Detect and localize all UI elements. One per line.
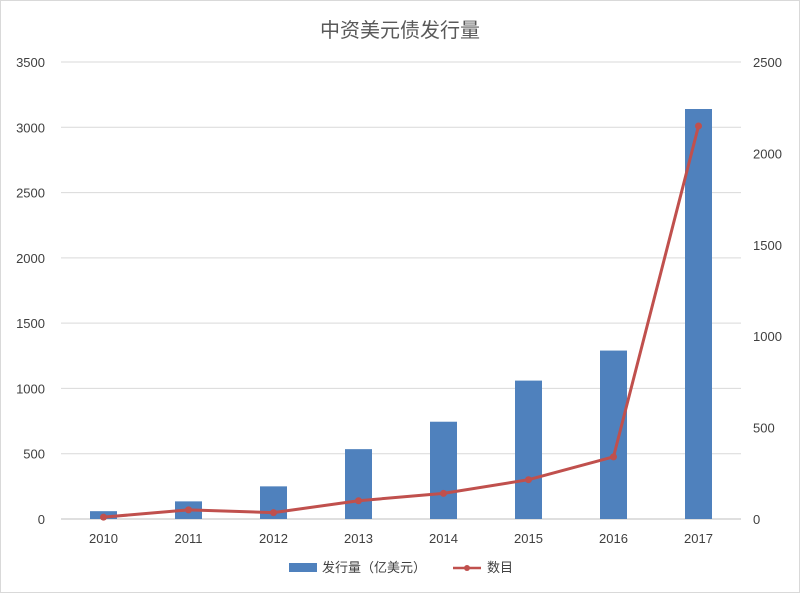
- bar: [600, 350, 627, 519]
- line-point: [355, 497, 362, 505]
- bar: [430, 421, 457, 519]
- gridlines: [61, 61, 741, 520]
- left-tick-label: 1000: [16, 381, 45, 396]
- legend-label-line: 数目: [487, 561, 513, 576]
- chart-title: 中资美元债发行量: [320, 18, 480, 42]
- left-tick-label: 500: [23, 447, 45, 462]
- x-axis-ticks: 2010 2011 2012 2013 2014 2015 2016 2017: [89, 531, 713, 546]
- left-tick-label: 2500: [16, 186, 45, 201]
- line-point: [440, 489, 447, 497]
- series-line: [103, 125, 700, 519]
- right-tick-label: 500: [753, 421, 775, 436]
- line-series: [100, 122, 702, 521]
- left-axis-ticks: 0 500 1000 1500 2000 2500 3000 3500: [16, 55, 45, 527]
- legend-swatch-bar: [289, 563, 317, 572]
- x-tick-label: 2016: [599, 531, 628, 546]
- line-point: [185, 506, 192, 514]
- bar: [685, 109, 712, 520]
- right-tick-label: 2500: [753, 55, 782, 70]
- x-tick-label: 2012: [259, 531, 288, 546]
- line-point: [270, 509, 277, 517]
- x-tick-label: 2014: [429, 531, 458, 546]
- x-tick-label: 2015: [514, 531, 543, 546]
- left-tick-label: 2000: [16, 251, 45, 266]
- left-tick-label: 3500: [16, 55, 45, 70]
- left-tick-label: 1500: [16, 316, 45, 331]
- x-tick-label: 2011: [175, 531, 203, 546]
- bar-series: [90, 109, 712, 520]
- right-axis-ticks: 0 500 1000 1500 2000 2500: [753, 55, 782, 527]
- line-point: [100, 513, 107, 521]
- x-tick-label: 2010: [89, 531, 118, 546]
- legend-label-bar: 发行量（亿美元）: [322, 560, 426, 576]
- line-point: [525, 476, 532, 484]
- x-tick-label: 2017: [684, 531, 713, 546]
- bar: [345, 449, 372, 519]
- legend: 发行量（亿美元） 数目: [289, 560, 513, 576]
- left-tick-label: 0: [38, 512, 45, 527]
- legend-marker-line: [464, 565, 470, 571]
- right-tick-label: 1500: [753, 238, 782, 253]
- right-tick-label: 1000: [753, 329, 782, 344]
- right-tick-label: 2000: [753, 146, 782, 161]
- line-point: [610, 453, 617, 461]
- line-point: [695, 122, 702, 130]
- x-tick-label: 2013: [344, 531, 373, 546]
- left-tick-label: 3000: [16, 120, 45, 135]
- right-tick-label: 0: [753, 512, 760, 527]
- bar: [515, 380, 542, 519]
